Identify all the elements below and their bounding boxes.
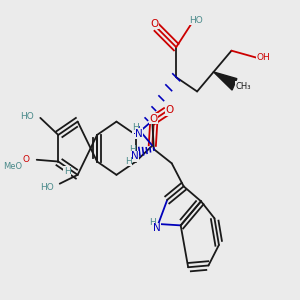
Text: N: N — [130, 151, 138, 161]
Text: O: O — [150, 19, 158, 29]
Text: HO: HO — [20, 112, 34, 121]
Text: H: H — [129, 145, 136, 154]
Text: H: H — [125, 157, 132, 166]
Text: O: O — [22, 154, 29, 164]
Text: H: H — [149, 218, 156, 227]
Text: CH₃: CH₃ — [235, 82, 250, 91]
Text: N: N — [133, 126, 141, 136]
Text: HO: HO — [40, 183, 54, 192]
Text: N: N — [135, 129, 143, 139]
Text: H: H — [64, 167, 70, 176]
Polygon shape — [214, 72, 237, 90]
Text: OH: OH — [256, 53, 270, 62]
Text: O: O — [150, 114, 158, 124]
Text: MeO: MeO — [3, 162, 22, 171]
Text: O: O — [166, 105, 174, 115]
Text: HO: HO — [189, 16, 202, 25]
Text: H: H — [132, 123, 139, 132]
Text: N: N — [153, 223, 161, 233]
